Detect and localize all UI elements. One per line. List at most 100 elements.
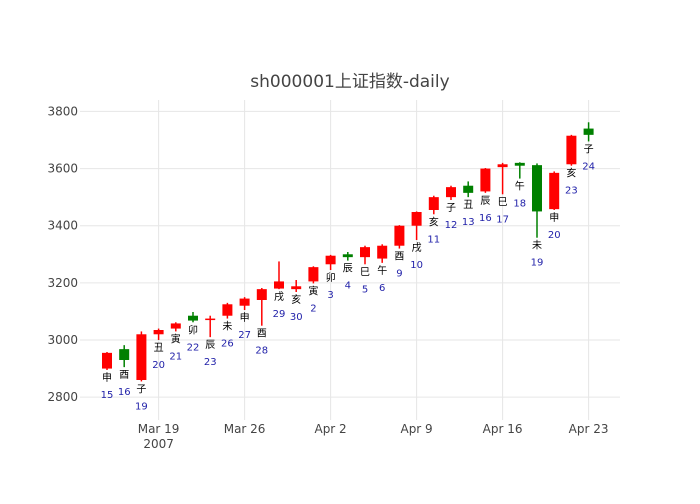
candle-branch-label: 寅 xyxy=(171,332,181,345)
candle xyxy=(325,254,336,270)
candle-body xyxy=(377,245,388,259)
candle-branch-label: 未 xyxy=(222,321,232,333)
candle-body xyxy=(325,255,336,265)
candle-body xyxy=(136,334,147,380)
candle-layer xyxy=(102,122,594,382)
y-tick-label: 3800 xyxy=(47,104,78,118)
grid-layer xyxy=(80,100,620,420)
chart-title: sh000001上证指数-daily xyxy=(250,72,449,92)
candle xyxy=(239,297,250,310)
candle-branch-label: 酉 xyxy=(119,370,129,381)
candle-day-label: 22 xyxy=(187,342,200,353)
candle-day-label: 2 xyxy=(310,303,316,314)
candle-day-label: 23 xyxy=(204,357,217,368)
candle xyxy=(446,185,456,200)
candle-body xyxy=(102,352,112,369)
candle xyxy=(583,122,594,142)
candle-day-label: 17 xyxy=(496,214,509,225)
candle-body xyxy=(583,128,594,135)
candle-day-label: 6 xyxy=(379,283,385,294)
candle-day-label: 16 xyxy=(479,213,492,224)
x-tick-label: Apr 9 xyxy=(400,422,432,436)
candle xyxy=(205,315,216,338)
candle-branch-label: 亥 xyxy=(566,167,576,180)
candle-day-label: 4 xyxy=(345,281,351,292)
candle-branch-label: 辰 xyxy=(480,195,490,207)
candle-branch-label: 子 xyxy=(136,383,146,395)
candle xyxy=(394,225,405,249)
y-tick-label: 2800 xyxy=(47,390,78,404)
candle-body xyxy=(411,212,422,226)
candle-branch-label: 戌 xyxy=(274,290,284,303)
candle-body xyxy=(394,225,405,246)
candle-day-label: 12 xyxy=(445,220,458,231)
x-tick-label: Apr 16 xyxy=(483,422,523,436)
candle-branch-label: 亥 xyxy=(291,293,301,306)
candle-body xyxy=(188,315,198,321)
candle-branch-label: 巳 xyxy=(498,196,508,208)
candle xyxy=(411,211,422,240)
candle-day-label: 20 xyxy=(152,360,165,371)
candle-branch-label: 子 xyxy=(584,143,594,155)
candle-day-label: 9 xyxy=(396,269,402,280)
candle xyxy=(256,288,267,326)
candle-body xyxy=(291,286,302,290)
candle xyxy=(274,261,284,290)
candle-day-label: 13 xyxy=(462,217,475,228)
candle xyxy=(153,328,164,340)
candle xyxy=(377,244,388,263)
x-tick-sublabel: 2007 xyxy=(143,437,174,451)
candle-day-label: 15 xyxy=(101,390,114,401)
candle-day-label: 5 xyxy=(362,284,368,295)
candle-day-label: 23 xyxy=(565,186,578,197)
x-tick-label: Apr 23 xyxy=(569,422,609,436)
candle-body xyxy=(342,254,353,258)
candle xyxy=(463,181,474,198)
candle xyxy=(480,168,491,193)
candle-body xyxy=(480,168,491,192)
candle-branch-label: 未 xyxy=(532,240,542,252)
candle-branch-label: 寅 xyxy=(308,284,318,297)
candle-body xyxy=(256,289,267,300)
candle-branch-label: 申 xyxy=(240,311,250,324)
candle xyxy=(342,252,353,261)
candle-day-label: 10 xyxy=(410,260,423,271)
candle-day-label: 11 xyxy=(427,234,440,245)
candle-branch-label: 申 xyxy=(102,371,112,384)
candle-body xyxy=(205,318,216,321)
candle-body xyxy=(360,247,370,258)
candle-body xyxy=(274,281,284,289)
y-tick-label: 3600 xyxy=(47,162,78,176)
candle-day-label: 19 xyxy=(531,258,544,269)
candle xyxy=(291,280,302,292)
candle-branch-label: 午 xyxy=(377,264,387,277)
candle xyxy=(514,162,525,179)
x-tick-label: Apr 2 xyxy=(314,422,346,436)
candle-day-label: 24 xyxy=(582,161,595,172)
candle xyxy=(428,195,439,215)
candle-day-label: 18 xyxy=(513,199,526,210)
candle-day-label: 26 xyxy=(221,339,234,350)
candle-branch-label: 丑 xyxy=(154,343,164,354)
candle-day-label: 3 xyxy=(327,290,333,301)
candle xyxy=(119,345,130,368)
candle-day-label: 20 xyxy=(548,230,561,241)
y-tick-label: 3400 xyxy=(47,219,78,233)
annotation-layer: 申 15 酉 16 子 19 丑 20 寅 21 卯 22 辰 23 未 26 申 27 酉 28 戌 29 亥 30 寅 2 卯 3… xyxy=(101,143,595,412)
candle-branch-label: 卯 xyxy=(326,272,336,284)
candle-body xyxy=(532,165,542,212)
candle-day-label: 16 xyxy=(118,387,131,398)
candle xyxy=(188,312,198,323)
candle xyxy=(360,245,370,265)
candle xyxy=(497,162,508,195)
candle-body xyxy=(222,304,233,316)
candle xyxy=(102,352,112,370)
candle-branch-label: 申 xyxy=(549,211,559,224)
candle xyxy=(566,134,577,166)
candle-branch-label: 巳 xyxy=(360,266,370,278)
candle xyxy=(308,266,319,284)
x-tick-label: Mar 19 xyxy=(138,422,180,436)
